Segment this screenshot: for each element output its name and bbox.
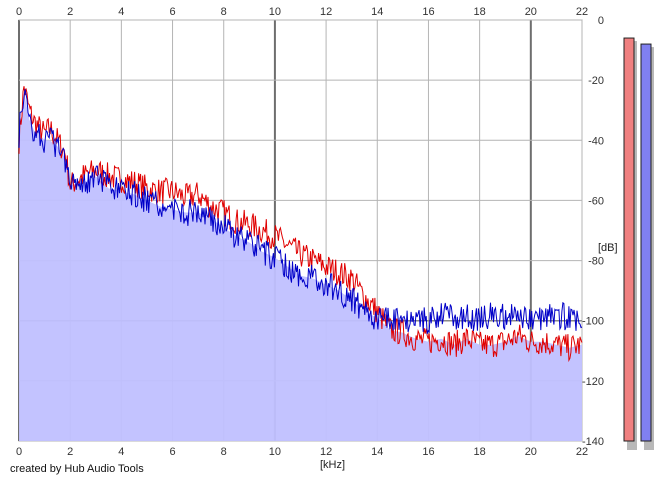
- x-tick-label-top: 14: [371, 6, 383, 18]
- x-tick-label-bottom: 16: [422, 446, 434, 458]
- x-tick-label-bottom: 12: [320, 446, 332, 458]
- x-tick-label-top: 18: [474, 6, 486, 18]
- x-tick-label-top: 16: [422, 6, 434, 18]
- x-tick-label-bottom: 22: [576, 446, 588, 458]
- y-tick-label: -60: [588, 195, 604, 207]
- x-tick-labels: 0 2 4 6 8 10 12 14 16 18 20 22 0 2 4 6 8 10 12 14 16 18 20 22: [16, 6, 588, 458]
- series-line-1: [18, 86, 583, 363]
- level-meter-1: [623, 37, 635, 442]
- series-line-2: [18, 89, 583, 334]
- spectrum-fill-area: [19, 92, 582, 441]
- x-tick-label-bottom: 2: [67, 446, 73, 458]
- x-tick-label-top: 20: [525, 6, 537, 18]
- x-tick-label-top: 4: [118, 6, 124, 18]
- y-tick-label: -40: [588, 135, 604, 147]
- x-tick-label-bottom: 8: [221, 446, 227, 458]
- x-tick-label-top: 0: [16, 6, 22, 18]
- spectrum-fill: [19, 92, 582, 441]
- x-tick-label-bottom: 6: [169, 446, 175, 458]
- x-tick-label-bottom: 14: [371, 446, 383, 458]
- y-tick-label: -80: [588, 256, 604, 268]
- y-tick-label: -20: [588, 75, 604, 87]
- credit-text: created by Hub Audio Tools: [10, 463, 144, 475]
- x-tick-label-bottom: 10: [269, 446, 281, 458]
- y-tick-label: 0: [598, 15, 604, 27]
- x-tick-label-top: 8: [221, 6, 227, 18]
- y-tick-label: -120: [582, 376, 604, 388]
- y-tick-label: -100: [582, 316, 604, 328]
- level-meter-2: [640, 43, 652, 442]
- x-axis-unit: [kHz]: [320, 459, 345, 471]
- x-tick-label-top: 12: [320, 6, 332, 18]
- level-meters: [623, 37, 654, 451]
- x-tick-label-top: 10: [269, 6, 281, 18]
- x-tick-label-top: 2: [67, 6, 73, 18]
- y-tick-label: -140: [582, 436, 604, 448]
- x-tick-label-bottom: 20: [525, 446, 537, 458]
- x-tick-label-bottom: 0: [16, 446, 22, 458]
- x-tick-label-bottom: 18: [474, 446, 486, 458]
- x-tick-label-top: 22: [576, 6, 588, 18]
- x-tick-label-bottom: 4: [118, 446, 124, 458]
- series-lines: [18, 86, 583, 363]
- y-axis-unit: [dB]: [598, 242, 618, 254]
- x-tick-label-top: 6: [169, 6, 175, 18]
- y-tick-labels: 0 -20 -40 -60 -80 -100 -120 -140: [582, 15, 604, 448]
